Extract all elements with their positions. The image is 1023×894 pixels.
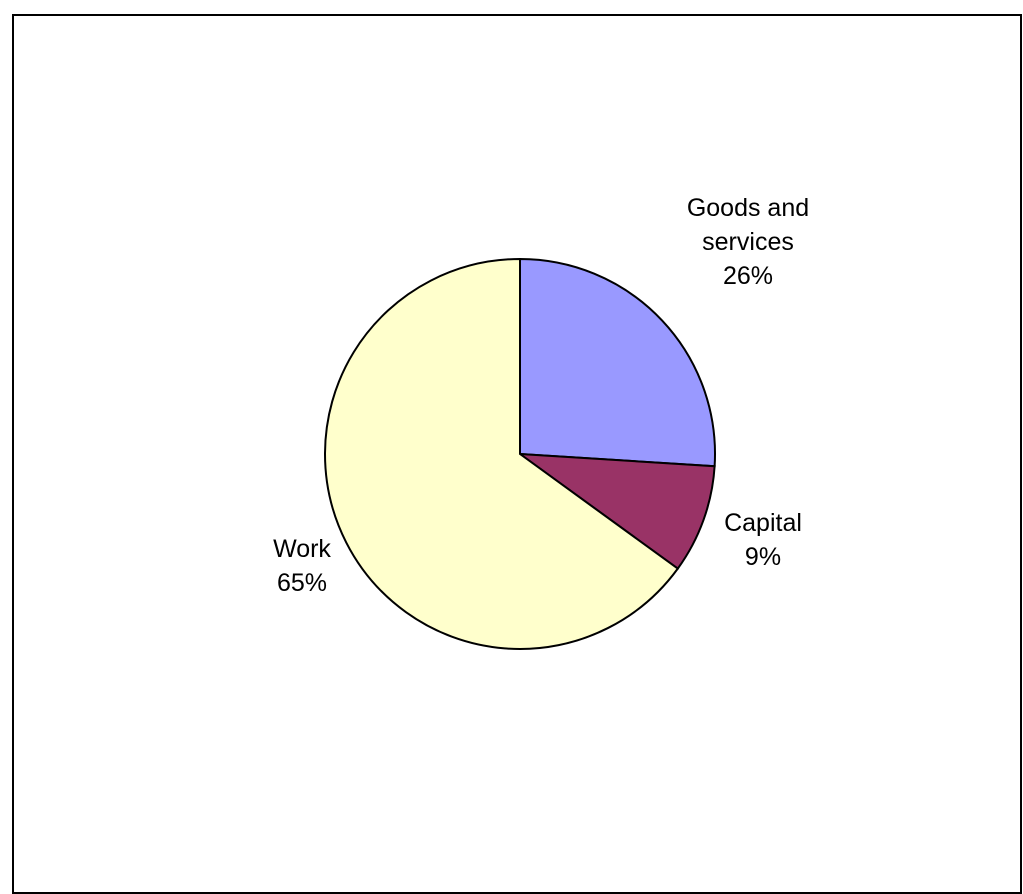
pie-label-percent: 65% <box>277 569 327 597</box>
pie-slices <box>324 257 717 650</box>
pie-label-goods-and-services: Goods and services 26% <box>687 194 809 290</box>
pie-label-name: Capital <box>724 509 802 537</box>
pie-slice-capital <box>516 452 716 571</box>
pie-slice-work <box>324 257 680 650</box>
pie-labels: Goods and services 26% Capital 9% Work 65% <box>273 194 809 597</box>
pie-slice-goods-and-services <box>519 257 717 468</box>
pie-label-percent: 9% <box>745 543 781 571</box>
pie-label-name: Goods and <box>687 194 809 222</box>
pie-label-name: services <box>702 228 794 256</box>
pie-label-work: Work 65% <box>273 535 331 597</box>
pie-label-capital: Capital 9% <box>724 509 802 571</box>
pie-label-name: Work <box>273 535 331 563</box>
pie-label-percent: 26% <box>723 262 773 290</box>
